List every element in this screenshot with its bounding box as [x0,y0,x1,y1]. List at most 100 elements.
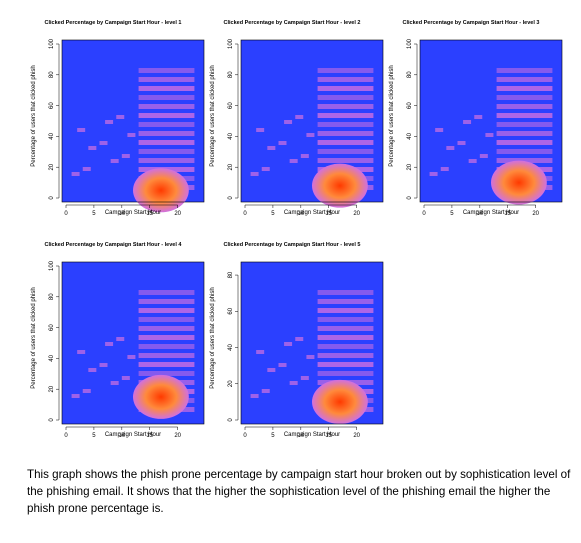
heatmap-band-cell [317,362,374,367]
heatmap-cell [127,133,136,137]
heatmap-band-cell [317,344,374,349]
heatmap-band-cell [138,77,195,82]
plot-frame [240,261,384,425]
heatmap-cell [479,154,488,158]
caption-text: This graph shows the phish prone percent… [27,468,571,515]
y-tick-label: 40 [228,132,234,139]
y-tick-label: 20 [407,163,413,170]
y-axis-label: Percentage of users that clicked phish [31,65,37,167]
heatmap-cell [435,128,444,132]
chart-title: Clicked Percentage by Campaign Start Hou… [223,20,361,26]
heatmap-cell [71,172,80,176]
heatmap-band-cell [138,140,195,145]
heatmap-hot-spot [133,168,189,213]
x-tick-label: 20 [353,433,360,439]
heatmap-cell [99,141,108,145]
heatmap-cell [278,363,287,367]
heatmap-cell [306,133,315,137]
x-tick-label: 0 [243,433,247,439]
y-tick-label: 80 [407,71,413,78]
x-tick-label: 15 [325,211,332,217]
heatmap-cell [116,337,125,341]
heatmap-cell [468,159,477,163]
chart-title: Clicked Percentage by Campaign Start Hou… [223,242,361,248]
y-tick-label: 20 [228,163,234,170]
heatmap-cell [261,167,270,171]
heatmap-cell [278,141,287,145]
y-tick-label: 40 [49,354,55,361]
heatmap-cell [110,381,119,385]
heatmap-band-cell [496,95,553,100]
y-tick-label: 80 [49,293,55,300]
heatmap-band-cell [317,68,374,73]
heatmap-band-cell [138,149,195,154]
heatmap-hot-spot [312,379,368,424]
heatmap-cell [289,159,298,163]
heatmap-cell [88,368,97,372]
heatmap-cell [127,355,136,359]
heatmap-band-cell [138,326,195,331]
x-tick-label: 10 [297,433,304,439]
heatmap-cell [295,337,304,341]
heatmap-band-cell [138,308,195,313]
y-tick-label: 40 [49,132,55,139]
heatmap-cell [267,146,276,150]
y-tick-label: 100 [228,38,234,49]
chart-title: Clicked Percentage by Campaign Start Hou… [44,242,182,248]
x-axis-label: Campaign Start Hour [104,432,162,438]
heatmap-cell [121,376,130,380]
x-tick-label: 15 [325,433,332,439]
heatmap-band-cell [317,131,374,136]
y-tick-label: 100 [49,260,55,271]
heatmap-band-cell [138,362,195,367]
x-axis-label: Campaign Start Hour [283,210,341,216]
heatmap-cell [71,394,80,398]
heatmap-band-cell [317,371,374,376]
heatmap-band-cell [496,86,553,91]
x-tick-label: 15 [146,433,153,439]
y-axis-label: Percentage of users that clicked phish [389,65,395,167]
heatmap-cell [284,120,293,124]
x-axis-label: Campaign Start Hour [283,432,341,438]
plot-frame [61,261,205,425]
y-tick-label: 80 [49,71,55,78]
heatmap-band-cell [138,290,195,295]
heatmap-band-cell [138,317,195,322]
heatmap-band-cell [138,131,195,136]
heatmap-plot: 0 5 10 15 20 0 20 40 60 80 100 [228,38,384,217]
x-tick-label: 20 [174,433,181,439]
x-tick-label: 15 [146,211,153,217]
y-tick-label: 100 [407,38,413,49]
heatmap-cell [256,350,265,354]
heatmap-band-cell [317,113,374,118]
heatmap-cell [300,154,309,158]
heatmap-band-cell [317,158,374,163]
x-tick-label: 5 [271,433,275,439]
heatmap-band-cell [496,122,553,127]
x-tick-label: 5 [450,211,454,217]
y-tick-label: 80 [228,71,234,78]
heatmap-band-cell [138,68,195,73]
y-axis-label: Percentage of users that clicked phish [31,287,37,389]
heatmap-band-cell [317,353,374,358]
y-tick-label: 20 [49,385,55,392]
heatmap-cell [250,172,259,176]
x-tick-label: 0 [64,433,68,439]
y-tick-label: 80 [228,271,234,278]
heatmap-cell [261,389,270,393]
heatmap-cell [267,368,276,372]
heatmap-cell [256,128,265,132]
y-tick-label: 60 [228,307,234,314]
y-tick-label: 0 [228,196,234,200]
x-tick-label: 20 [532,211,539,217]
heatmap-band-cell [496,68,553,73]
heatmap-band-cell [138,86,195,91]
heatmap-cell [99,363,108,367]
plot-frame [61,39,205,203]
heatmap-plot: 0 5 10 15 20 0 20 40 60 80 100 [407,38,563,217]
heatmap-hot-spot [133,374,189,419]
heatmap-band-cell [138,335,195,340]
heatmap-band-cell [138,353,195,358]
heatmap-band-cell [317,317,374,322]
heatmap-cell [463,120,472,124]
